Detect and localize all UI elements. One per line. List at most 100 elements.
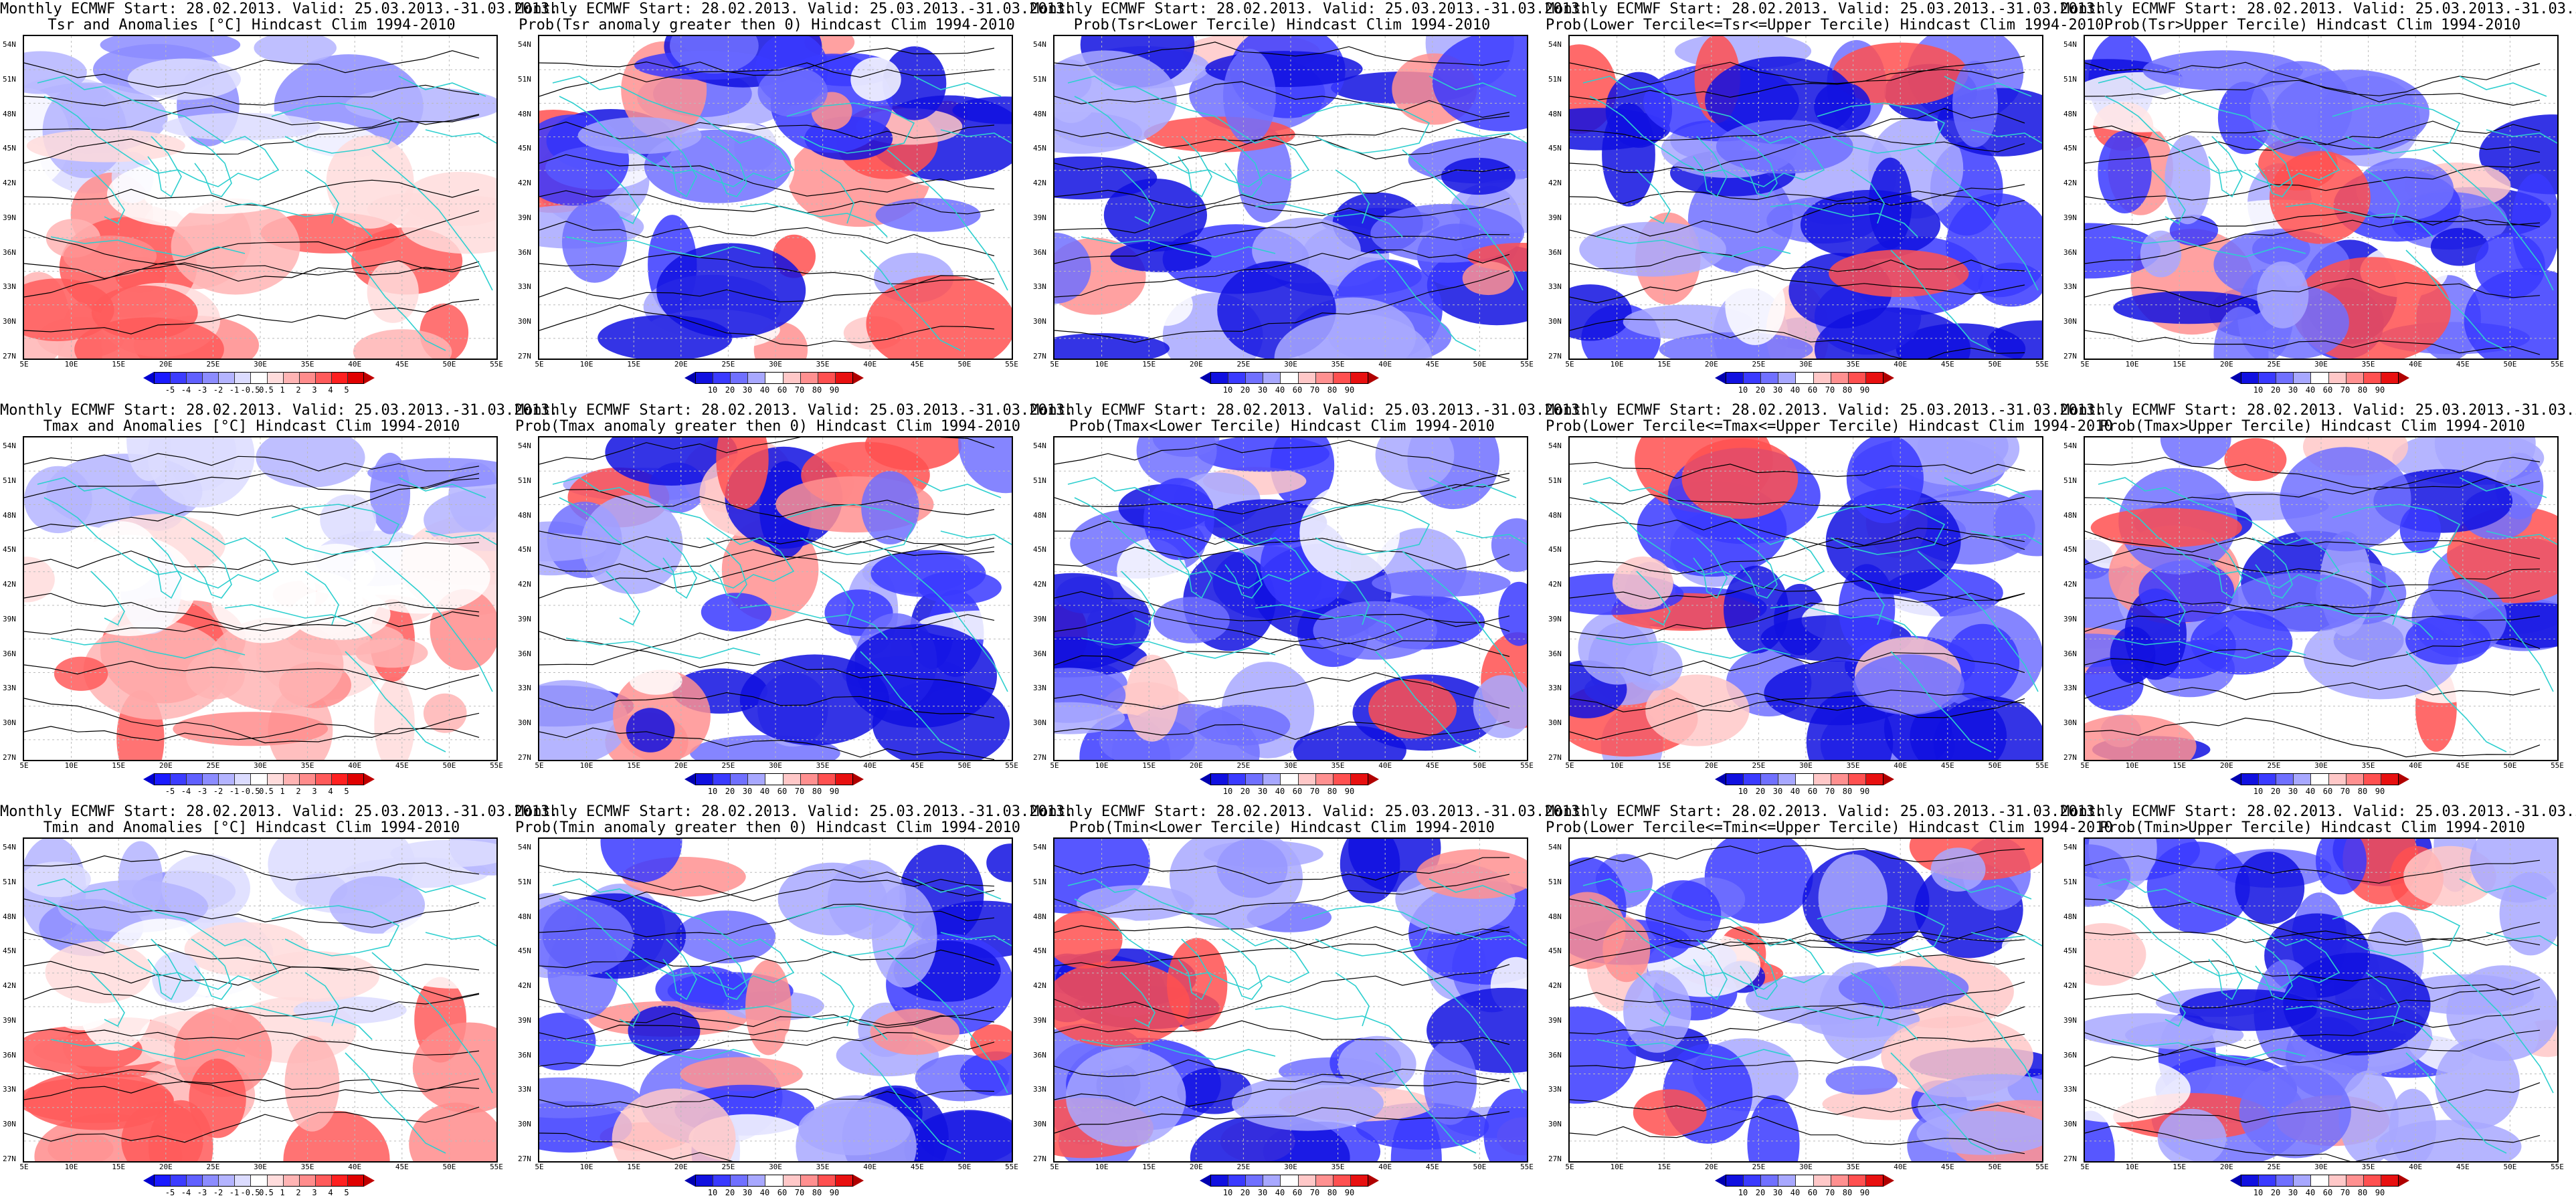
- coastline: [1255, 203, 1403, 237]
- coastline: [2208, 938, 2243, 1001]
- latitude-label: 33N: [2063, 282, 2077, 292]
- longitude-label: 10E: [64, 1163, 78, 1171]
- latitude-label: 36N: [2063, 247, 2077, 257]
- colorbar-tick-label: 60: [1807, 385, 1818, 395]
- coastline: [1081, 637, 1276, 659]
- field-patch: [189, 1058, 246, 1138]
- colorbar-tick-label: 70: [794, 1188, 805, 1197]
- latitude-label: 33N: [518, 1085, 531, 1094]
- colorbar-tick-label: 70: [2340, 1188, 2351, 1197]
- coastline: [371, 550, 493, 692]
- field-patch: [1825, 488, 1961, 595]
- field-patch: [374, 676, 415, 760]
- longitude-label: 5E: [19, 1163, 29, 1171]
- isotherm-contour: [539, 903, 995, 938]
- map-area: [1053, 837, 1528, 1163]
- field-patch: [1368, 678, 1457, 739]
- coastline: [1221, 136, 1263, 197]
- isotherm-contour: [1570, 56, 2025, 101]
- latitude-label: 27N: [3, 1155, 16, 1163]
- coastline: [662, 136, 697, 198]
- colorbar-swatch: [835, 1175, 852, 1186]
- isotherm-contour: [539, 190, 995, 215]
- isotherm-contour: [24, 1029, 480, 1056]
- colorbar-tick-label: 80: [812, 787, 822, 796]
- colorbar-swatch: [299, 373, 316, 383]
- colorbar: [1726, 372, 1883, 384]
- isotherm-contour: [1570, 1116, 2025, 1155]
- coastline: [191, 136, 232, 197]
- colorbar-tick-label: -1: [229, 385, 240, 395]
- isotherm-contour: [2085, 478, 2541, 504]
- longitude-label: 55E: [2551, 761, 2564, 770]
- coastline: [2111, 236, 2306, 258]
- isotherm-contour: [2085, 219, 2541, 264]
- isotherm-contour: [2085, 1125, 2541, 1161]
- latitude-label: 42N: [1033, 179, 1046, 188]
- colorbar-swatch: [2311, 774, 2329, 785]
- colorbar-swatch: [1831, 774, 1849, 785]
- colorbar-tick-label: 80: [812, 1188, 822, 1197]
- colorbar-swatch: [765, 774, 784, 785]
- longitude-label: 50E: [2503, 1163, 2517, 1171]
- longitude-label: 50E: [1988, 761, 2002, 770]
- panel-title-line2: Prob(Tmin<Lower Tercile) Hindcast Clim 1…: [1069, 819, 1495, 836]
- colorbar-low-arrow: [1200, 773, 1210, 785]
- field-patch: [63, 235, 157, 277]
- coastline: [913, 477, 1002, 498]
- isotherm-contour: [1570, 981, 2025, 1013]
- field-patch: [297, 544, 376, 595]
- field-patch: [1054, 232, 1091, 304]
- field-patch: [2224, 437, 2287, 482]
- field-patch: [24, 466, 92, 534]
- latitude-label: 27N: [518, 753, 531, 762]
- colorbar-tick-label: -0.5: [240, 1188, 260, 1197]
- coastline: [1736, 938, 1778, 1000]
- colorbar-tick-label: 30: [742, 787, 753, 796]
- map-panel: Monthly ECMWF Start: 28.02.2013. Valid: …: [1546, 0, 2104, 401]
- latitude-label: 45N: [1033, 545, 1046, 555]
- isotherm-contour: [2085, 1009, 2541, 1056]
- longitude-label: 35E: [2361, 360, 2375, 369]
- isotherm-contour: [1054, 1068, 1510, 1107]
- isotherm-contour: [1054, 874, 1510, 915]
- longitude-label: 45E: [395, 761, 409, 770]
- longitude-label: 15E: [627, 761, 641, 770]
- colorbar: [2241, 372, 2399, 384]
- field-patch: [2138, 560, 2235, 623]
- latitude-label: 33N: [2063, 684, 2077, 693]
- colorbar-swatch: [1228, 1175, 1247, 1186]
- colorbar-swatch: [267, 373, 284, 383]
- map-area: [23, 837, 498, 1163]
- longitude-label: 30E: [2314, 761, 2328, 770]
- coastline: [345, 1052, 446, 1154]
- coastline: [1770, 1005, 1918, 1040]
- latitude-label: 30N: [3, 718, 16, 728]
- field-patch: [875, 198, 981, 232]
- latitude-label: 27N: [1033, 1155, 1046, 1163]
- colorbar-swatch: [800, 774, 818, 785]
- colorbar-tick-label: 20: [2270, 787, 2281, 796]
- longitude-label: 45E: [395, 360, 409, 369]
- latitude-label: 45N: [1548, 946, 1562, 956]
- latitude-label: 30N: [1548, 1120, 1562, 1129]
- colorbar-swatch: [696, 373, 714, 383]
- latitude-label: 39N: [3, 213, 16, 222]
- longitude-label: 15E: [1142, 360, 1156, 369]
- longitude-label: 15E: [2173, 360, 2187, 369]
- panel-title-line1: Monthly ECMWF Start: 28.02.2013. Valid: …: [0, 1, 559, 17]
- coastline: [1081, 236, 1276, 258]
- field-patch: [970, 1024, 1012, 1061]
- field-patch: [745, 959, 792, 1056]
- latitude-label: 54N: [2063, 40, 2077, 49]
- coastline: [1255, 604, 1403, 639]
- field-patch: [1724, 565, 1789, 654]
- colorbar-swatch: [1848, 1175, 1866, 1186]
- isotherm-contour: [1570, 528, 2025, 575]
- field-patch: [866, 275, 1012, 359]
- colorbar-swatch: [2276, 373, 2294, 383]
- colorbar-tick-label: 10: [1738, 385, 1748, 395]
- panel-title-line2: Tmax and Anomalies [°C] Hindcast Clim 19…: [43, 418, 460, 435]
- colorbar-swatch: [187, 1175, 203, 1186]
- coastline: [2151, 571, 2186, 626]
